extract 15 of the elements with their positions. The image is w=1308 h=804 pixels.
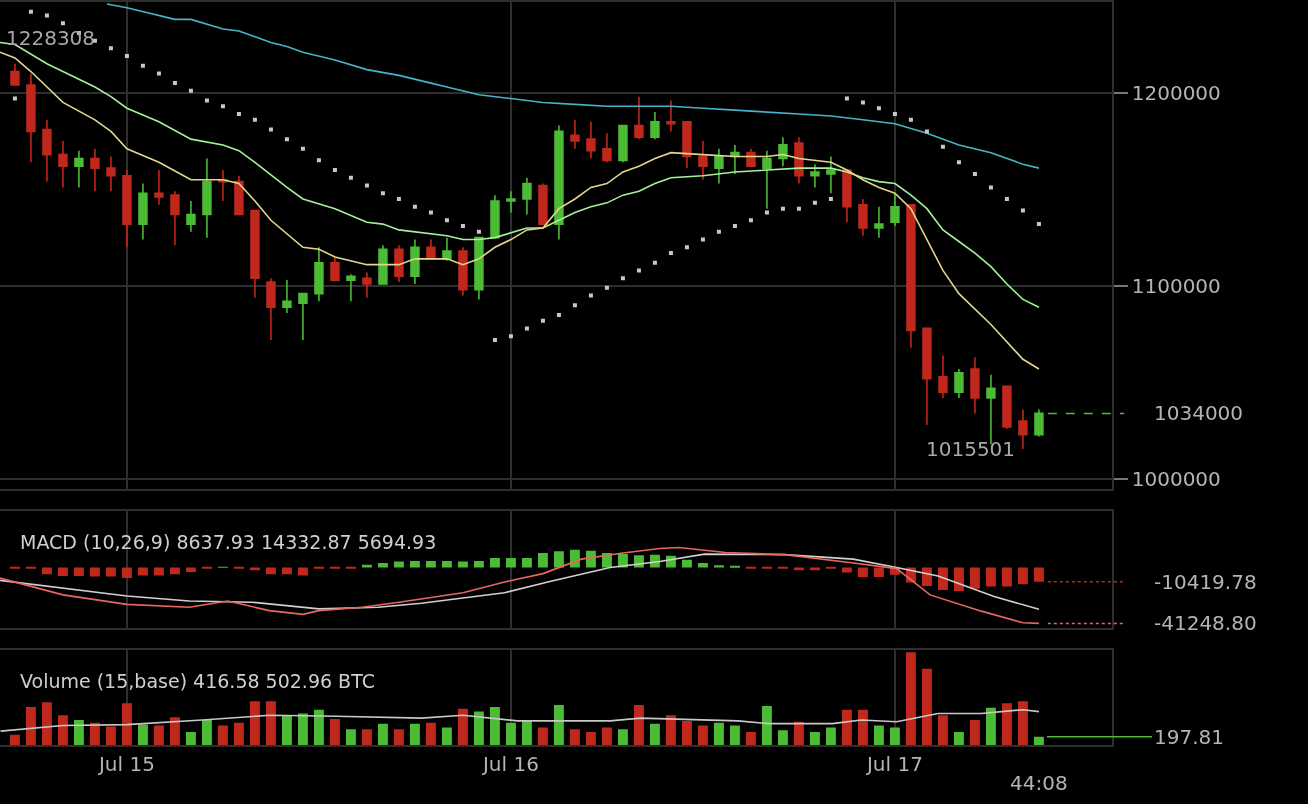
text: Volume (15,base) 416.58 502.96 BTC [20, 670, 375, 692]
y-tick-label: 1200000 [1131, 80, 1221, 105]
x-tick-label: Jul 17 [864, 751, 923, 776]
annotation: 1015501 [926, 437, 1016, 461]
y-tick-label: 1100000 [1131, 273, 1221, 298]
y-tick-label: 1000000 [1131, 467, 1221, 492]
annotation: 1228308 [6, 26, 96, 50]
ref-line-label: -41248.80 [1154, 611, 1257, 635]
annotation: 197.81 [1154, 725, 1224, 749]
text: 44:08 [1010, 771, 1068, 795]
x-tick-label: Jul 15 [96, 751, 155, 776]
ref-line-label: 1034000 [1154, 401, 1244, 425]
ref-line-label: -10419.78 [1154, 570, 1257, 594]
text: MACD (10,26,9) 8637.93 14332.87 5694.93 [20, 531, 437, 553]
x-tick-label: Jul 16 [480, 751, 539, 776]
